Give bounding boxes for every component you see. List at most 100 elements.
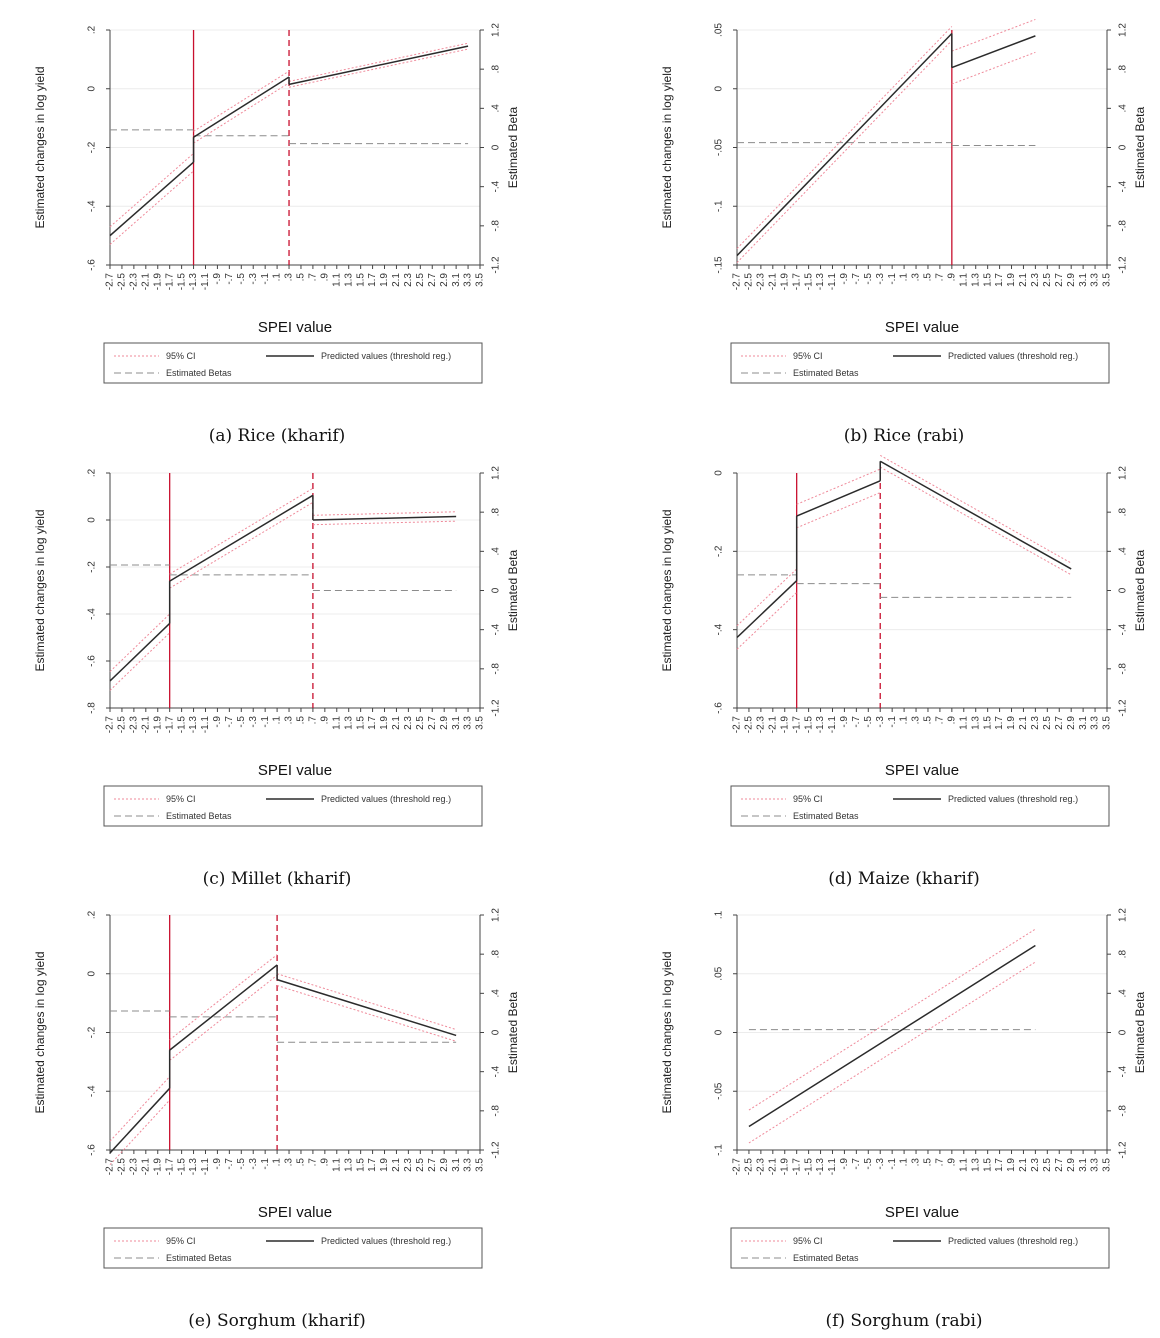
x-tick-label: 1.9 xyxy=(379,273,390,287)
x-tick-label: -.1 xyxy=(260,273,271,285)
legend-pred-label: Predicted values (threshold reg.) xyxy=(321,351,451,361)
right-tick-label: -.8 xyxy=(491,1105,502,1117)
x-tick-label: -1.7 xyxy=(164,273,175,291)
legend-box xyxy=(731,1228,1109,1268)
x-tick-label: .9 xyxy=(319,1158,330,1167)
y-axis-title-left: Estimated changes in log yield xyxy=(660,509,674,671)
right-tick-label: 1.2 xyxy=(491,466,502,480)
x-tick-label: -.5 xyxy=(863,1158,874,1170)
x-tick-label: -2.5 xyxy=(117,716,128,734)
y-tick-label: .05 xyxy=(714,966,725,980)
right-tick-label: .4 xyxy=(491,989,502,998)
x-tick-label: -1.1 xyxy=(200,1158,211,1176)
x-tick-label: -1.7 xyxy=(164,716,175,734)
x-tick-label: .7 xyxy=(308,716,319,725)
x-tick-label: 1.5 xyxy=(982,716,993,730)
x-tick-label: -.9 xyxy=(212,1158,223,1170)
right-tick-label: 0 xyxy=(491,587,502,593)
x-tick-label: -.7 xyxy=(224,1158,235,1170)
right-tick-label: -.8 xyxy=(1118,220,1129,232)
y-axis-title-right: Estimated Beta xyxy=(1133,549,1147,631)
x-tick-label: -2.5 xyxy=(117,1158,128,1176)
legend-box xyxy=(104,343,482,383)
x-tick-label: -2.7 xyxy=(105,273,116,291)
x-tick-label: -1.9 xyxy=(152,273,163,291)
x-tick-label: 1.5 xyxy=(355,716,366,730)
x-tick-label: 1.5 xyxy=(355,273,366,287)
x-tick-label: .9 xyxy=(946,273,957,282)
x-tick-label: -.1 xyxy=(887,1158,898,1170)
x-tick-label: -2.3 xyxy=(129,1158,140,1176)
x-tick-label: 2.1 xyxy=(391,273,402,287)
legend-box xyxy=(731,786,1109,826)
x-tick-label: .7 xyxy=(308,1158,319,1167)
x-tick-label: 1.7 xyxy=(994,1158,1005,1172)
x-tick-label: -2.5 xyxy=(117,273,128,291)
x-tick-label: -1.7 xyxy=(791,1158,802,1176)
x-tick-label: -.5 xyxy=(236,273,247,285)
x-tick-label: 1.5 xyxy=(355,1158,366,1172)
x-tick-label: 1.9 xyxy=(1006,1158,1017,1172)
y-tick-label: -.6 xyxy=(87,1144,98,1156)
x-axis-title: SPEI value xyxy=(885,319,959,336)
x-tick-label: -.3 xyxy=(248,716,259,728)
x-tick-label: -1.5 xyxy=(803,716,814,734)
y-axis-title-left: Estimated changes in log yield xyxy=(33,509,47,671)
legend-beta-label: Estimated Betas xyxy=(793,811,859,821)
x-tick-label: -1.1 xyxy=(827,1158,838,1176)
x-tick-label: -2.7 xyxy=(105,716,116,734)
right-tick-label: .8 xyxy=(1118,65,1129,74)
x-tick-label: 2.9 xyxy=(439,716,450,730)
x-tick-label: -1.9 xyxy=(779,273,790,291)
y-tick-label: 0 xyxy=(714,1029,725,1035)
y-tick-label: .05 xyxy=(714,23,725,37)
right-tick-label: .8 xyxy=(491,65,502,74)
x-tick-label: 2.9 xyxy=(439,273,450,287)
x-tick-label: 2.5 xyxy=(415,1158,426,1172)
x-tick-label: 1.7 xyxy=(367,273,378,287)
x-tick-label: .7 xyxy=(935,1158,946,1167)
legend-box xyxy=(731,343,1109,383)
x-tick-label: 2.3 xyxy=(403,273,414,287)
x-tick-label: -2.3 xyxy=(129,716,140,734)
y-tick-label: 0 xyxy=(87,86,98,92)
panel-4: 0-.2-.4-.61.2.8.40-.4-.8-1.2-2.7 -2.5 -2.3… xyxy=(660,455,1147,889)
y-axis-title-left: Estimated changes in log yield xyxy=(660,951,674,1113)
y-tick-label: .2 xyxy=(87,910,98,919)
x-tick-label: 1.9 xyxy=(379,1158,390,1172)
y-axis-title-right: Estimated Beta xyxy=(506,106,520,188)
x-tick-label: 1.3 xyxy=(970,273,981,287)
right-tick-label: -1.2 xyxy=(491,1141,502,1159)
x-tick-label: -.3 xyxy=(875,716,886,728)
x-tick-label: 2.7 xyxy=(427,273,438,287)
x-tick-label: -1.9 xyxy=(152,716,163,734)
panel-6: .1.050-.05-.11.2.8.40-.4-.8-1.2-2.7 -2.5-… xyxy=(660,908,1147,1331)
x-tick-label: -1.9 xyxy=(779,1158,790,1176)
y-tick-label: .2 xyxy=(87,468,98,477)
x-tick-label: -1.3 xyxy=(188,273,199,291)
x-tick-label: 2.1 xyxy=(1018,273,1029,287)
y-tick-label: .2 xyxy=(87,25,98,34)
x-tick-label: -1.5 xyxy=(803,1158,814,1176)
x-tick-label: -1.5 xyxy=(176,716,187,734)
x-tick-label: -1.3 xyxy=(815,716,826,734)
x-tick-label: 2.7 xyxy=(1054,716,1065,730)
x-tick-label: -1.1 xyxy=(827,273,838,291)
right-tick-label: -1.2 xyxy=(491,256,502,274)
y-axis-title-right: Estimated Beta xyxy=(506,991,520,1073)
x-tick-label: 3.5 xyxy=(475,1158,486,1172)
right-tick-label: .8 xyxy=(491,950,502,959)
x-tick-label: .7 xyxy=(308,273,319,282)
x-tick-label: .9 xyxy=(946,716,957,725)
x-axis-title: SPEI value xyxy=(885,762,959,779)
x-tick-label: 3.1 xyxy=(1078,273,1089,287)
x-tick-label: 1.7 xyxy=(994,273,1005,287)
right-tick-label: -1.2 xyxy=(491,699,502,717)
x-tick-label: 3.1 xyxy=(451,1158,462,1172)
x-tick-label: -.5 xyxy=(236,1158,247,1170)
x-tick-label: -2.5 xyxy=(744,716,755,734)
right-tick-label: 1.2 xyxy=(1118,908,1129,922)
right-tick-label: .8 xyxy=(1118,508,1129,517)
x-axis-title: SPEI value xyxy=(258,1204,332,1221)
x-tick-label: .1 xyxy=(899,716,910,725)
